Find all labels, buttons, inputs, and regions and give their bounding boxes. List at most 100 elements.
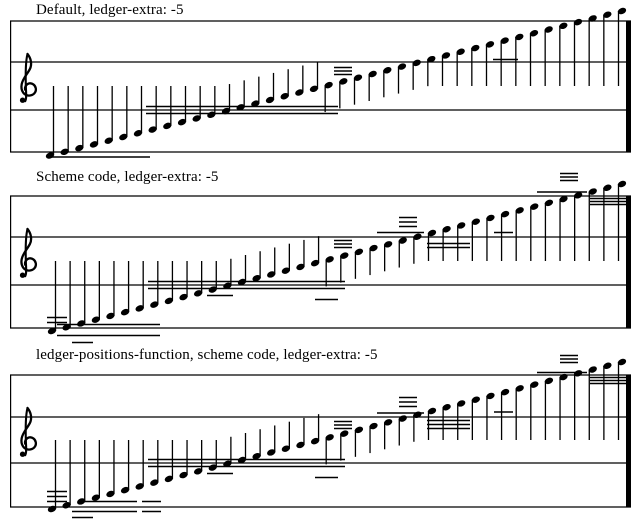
- note-head: [62, 502, 71, 509]
- note: [384, 241, 393, 272]
- note: [164, 261, 174, 305]
- note: [280, 69, 289, 100]
- note-head: [223, 282, 232, 289]
- note: [354, 426, 364, 457]
- note: [398, 415, 407, 446]
- note-head: [223, 460, 232, 467]
- note: [150, 261, 159, 308]
- note: [91, 261, 100, 323]
- note-head: [588, 366, 597, 373]
- note-head: [471, 218, 480, 225]
- note: [120, 440, 130, 494]
- treble-clef-curve: [20, 227, 38, 272]
- note: [559, 195, 568, 261]
- treble-clef-spine: [24, 406, 29, 457]
- note-head: [179, 293, 188, 301]
- note-head: [47, 327, 57, 335]
- note: [325, 256, 334, 287]
- note-head: [281, 445, 290, 452]
- note-head: [617, 358, 627, 366]
- note: [485, 41, 495, 86]
- note-head: [384, 419, 393, 426]
- note-head: [340, 252, 349, 259]
- note-head: [77, 320, 86, 327]
- note: [369, 422, 378, 454]
- note-head: [397, 63, 407, 70]
- note-head: [442, 404, 451, 411]
- note-head: [119, 133, 128, 141]
- note-head: [296, 441, 305, 449]
- note-head: [91, 494, 100, 501]
- note-head: [413, 233, 422, 240]
- note: [574, 370, 583, 440]
- note-head: [574, 370, 583, 377]
- note: [588, 188, 597, 261]
- note-head: [296, 263, 305, 271]
- note: [617, 358, 627, 440]
- note: [120, 261, 130, 316]
- note: [325, 434, 334, 465]
- note: [588, 366, 597, 440]
- note-head: [309, 85, 319, 93]
- note: [163, 86, 172, 130]
- note-head: [384, 241, 393, 248]
- note-head: [617, 7, 627, 15]
- note: [369, 244, 378, 276]
- note: [252, 251, 261, 282]
- note-head: [194, 290, 203, 297]
- note-head: [398, 237, 407, 244]
- staff-system-3: [10, 354, 631, 519]
- note-head: [544, 26, 553, 33]
- note: [441, 52, 451, 86]
- note-head: [208, 464, 217, 471]
- note: [339, 78, 348, 109]
- note: [340, 252, 349, 283]
- note: [133, 86, 143, 137]
- note-head: [515, 207, 524, 214]
- note-head: [559, 22, 568, 30]
- note: [384, 419, 393, 450]
- note-head: [89, 141, 99, 148]
- note: [588, 15, 597, 86]
- note-head: [207, 111, 216, 118]
- note: [486, 214, 495, 261]
- note: [267, 425, 276, 456]
- note: [427, 229, 437, 261]
- note: [368, 70, 377, 101]
- note-head: [135, 483, 144, 490]
- note: [75, 86, 84, 152]
- note-head: [252, 275, 261, 282]
- staff-system-2: [10, 172, 631, 344]
- note: [442, 226, 451, 261]
- note: [106, 261, 115, 320]
- note-head: [164, 475, 174, 483]
- system-label-scheme-code: Scheme code, ledger-extra: -5: [36, 169, 219, 185]
- final-barline: [626, 374, 631, 508]
- note-head: [120, 308, 130, 316]
- note-head: [45, 152, 55, 159]
- note: [471, 44, 480, 86]
- note: [236, 80, 245, 111]
- note: [91, 440, 100, 501]
- note-head: [208, 286, 217, 293]
- note: [89, 86, 99, 148]
- note-head: [325, 256, 334, 263]
- note-head: [427, 55, 436, 63]
- note-head: [91, 316, 100, 323]
- note-head: [485, 41, 495, 48]
- note: [179, 440, 188, 479]
- note: [515, 207, 524, 261]
- note-head: [179, 471, 188, 479]
- note: [194, 440, 203, 475]
- note: [617, 180, 627, 261]
- note: [295, 65, 304, 96]
- note: [265, 72, 275, 104]
- note-head: [544, 199, 554, 207]
- note: [135, 440, 144, 490]
- note-head: [280, 93, 289, 100]
- note-head: [265, 96, 275, 104]
- note-head: [267, 271, 276, 278]
- note-head: [544, 377, 554, 385]
- note: [544, 377, 554, 440]
